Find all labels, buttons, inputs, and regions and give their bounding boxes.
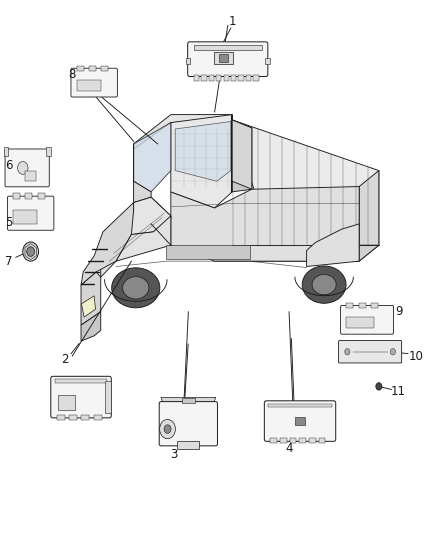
Text: 9: 9 <box>395 305 403 318</box>
Circle shape <box>159 419 175 439</box>
Bar <box>13 211 37 224</box>
Bar <box>201 75 207 81</box>
FancyBboxPatch shape <box>7 196 54 230</box>
Polygon shape <box>116 216 171 261</box>
Bar <box>77 66 84 71</box>
Circle shape <box>376 383 382 390</box>
Bar <box>57 415 65 420</box>
Bar <box>25 193 32 199</box>
Ellipse shape <box>312 274 336 295</box>
Bar <box>219 54 228 62</box>
Polygon shape <box>171 115 232 208</box>
Circle shape <box>164 425 171 433</box>
Polygon shape <box>252 245 379 261</box>
Bar <box>25 171 36 181</box>
Bar <box>346 303 353 308</box>
Text: 11: 11 <box>391 385 406 398</box>
Text: 6: 6 <box>5 159 13 172</box>
Polygon shape <box>232 120 379 245</box>
Bar <box>280 438 287 443</box>
Bar <box>231 75 237 81</box>
Circle shape <box>345 349 350 355</box>
FancyBboxPatch shape <box>187 42 268 76</box>
Bar <box>46 147 50 156</box>
Bar <box>214 52 233 64</box>
Text: 4: 4 <box>285 442 293 455</box>
Polygon shape <box>307 224 359 266</box>
Text: 3: 3 <box>171 448 178 461</box>
Polygon shape <box>81 312 101 341</box>
Text: 8: 8 <box>69 68 76 81</box>
Bar <box>216 75 221 81</box>
Bar <box>101 66 108 71</box>
Polygon shape <box>81 296 95 317</box>
Bar <box>309 438 315 443</box>
FancyBboxPatch shape <box>71 68 117 97</box>
Polygon shape <box>232 120 252 189</box>
Text: 7: 7 <box>5 255 13 268</box>
Bar <box>4 147 8 156</box>
Polygon shape <box>166 245 250 259</box>
Bar <box>94 415 102 420</box>
FancyBboxPatch shape <box>340 305 393 334</box>
Circle shape <box>23 242 39 261</box>
Bar <box>55 379 107 383</box>
Polygon shape <box>161 398 215 405</box>
Bar <box>265 58 269 64</box>
Text: 2: 2 <box>61 353 69 366</box>
Bar <box>223 75 229 81</box>
FancyBboxPatch shape <box>51 376 111 418</box>
Polygon shape <box>134 144 151 224</box>
Bar <box>58 395 75 410</box>
Bar <box>358 303 365 308</box>
Bar <box>253 75 258 81</box>
Polygon shape <box>232 115 252 192</box>
Ellipse shape <box>123 277 149 299</box>
Bar <box>38 193 45 199</box>
Bar <box>371 303 378 308</box>
Polygon shape <box>175 122 231 181</box>
Ellipse shape <box>302 266 346 303</box>
Bar <box>177 441 199 449</box>
Circle shape <box>18 161 28 174</box>
FancyBboxPatch shape <box>5 149 49 187</box>
Polygon shape <box>171 187 359 261</box>
Bar <box>194 75 199 81</box>
Bar <box>13 193 20 199</box>
Polygon shape <box>134 115 232 149</box>
Bar <box>246 75 251 81</box>
Bar <box>194 45 262 51</box>
FancyBboxPatch shape <box>339 341 402 363</box>
Ellipse shape <box>112 268 160 308</box>
Bar <box>105 381 111 413</box>
Bar <box>319 438 325 443</box>
Bar <box>182 399 195 403</box>
Bar <box>89 66 96 71</box>
Bar <box>69 415 77 420</box>
Bar <box>290 438 296 443</box>
Bar <box>77 79 101 91</box>
Bar <box>81 415 89 420</box>
Polygon shape <box>134 123 171 192</box>
FancyBboxPatch shape <box>265 401 336 441</box>
Bar <box>209 75 214 81</box>
Bar <box>346 317 374 328</box>
Text: 10: 10 <box>409 350 424 362</box>
Bar <box>238 75 244 81</box>
Bar <box>268 404 332 407</box>
Bar <box>186 58 190 64</box>
Circle shape <box>27 247 35 256</box>
FancyBboxPatch shape <box>159 402 217 446</box>
Polygon shape <box>134 197 171 224</box>
Bar <box>299 438 306 443</box>
Text: 5: 5 <box>5 216 12 229</box>
Polygon shape <box>101 197 171 277</box>
Circle shape <box>390 349 396 355</box>
Polygon shape <box>81 203 134 285</box>
Text: 1: 1 <box>228 15 236 28</box>
Polygon shape <box>81 272 101 325</box>
Polygon shape <box>359 171 379 261</box>
Bar <box>271 438 277 443</box>
Bar <box>295 417 305 425</box>
